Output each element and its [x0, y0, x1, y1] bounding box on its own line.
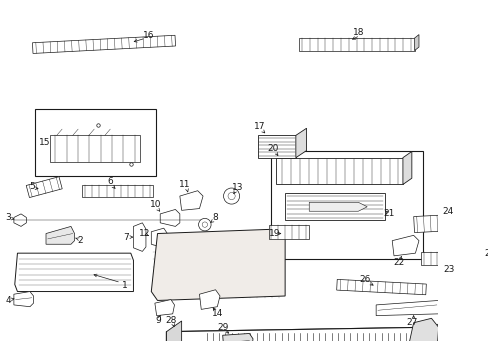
Text: 4: 4: [6, 296, 11, 305]
Text: 9: 9: [155, 316, 161, 325]
Text: 23: 23: [443, 265, 454, 274]
Text: 17: 17: [254, 122, 265, 131]
Polygon shape: [50, 135, 140, 162]
Text: 22: 22: [393, 258, 404, 267]
Polygon shape: [180, 191, 203, 210]
Polygon shape: [133, 223, 145, 251]
Text: 6: 6: [107, 177, 113, 186]
Text: 18: 18: [352, 28, 363, 37]
Text: 1: 1: [122, 281, 127, 290]
Text: 12: 12: [138, 229, 149, 238]
Polygon shape: [413, 213, 480, 233]
Polygon shape: [308, 202, 366, 211]
Polygon shape: [375, 301, 441, 316]
Text: 25: 25: [484, 249, 488, 258]
Polygon shape: [391, 235, 418, 256]
Text: 10: 10: [150, 201, 161, 210]
Polygon shape: [433, 318, 445, 360]
Polygon shape: [81, 185, 153, 197]
Polygon shape: [14, 292, 34, 307]
Polygon shape: [474, 226, 488, 251]
Polygon shape: [14, 214, 26, 226]
Text: 27: 27: [406, 318, 417, 327]
Polygon shape: [276, 158, 402, 184]
Circle shape: [198, 219, 211, 231]
Polygon shape: [402, 152, 411, 184]
Polygon shape: [166, 327, 433, 360]
Polygon shape: [258, 135, 295, 158]
Polygon shape: [46, 226, 74, 244]
Bar: [35, 109, 156, 176]
Text: 11: 11: [178, 180, 190, 189]
Text: 2: 2: [77, 236, 82, 245]
Polygon shape: [26, 177, 62, 198]
Polygon shape: [160, 210, 180, 226]
Text: 13: 13: [232, 183, 243, 192]
Polygon shape: [285, 193, 384, 220]
Circle shape: [223, 188, 239, 204]
Text: 19: 19: [268, 229, 280, 238]
Polygon shape: [151, 228, 167, 248]
Text: 8: 8: [212, 213, 218, 222]
Circle shape: [227, 193, 235, 200]
Polygon shape: [15, 253, 133, 292]
Polygon shape: [151, 229, 285, 301]
Text: 21: 21: [383, 210, 394, 219]
Polygon shape: [298, 38, 414, 51]
Polygon shape: [336, 279, 426, 295]
Polygon shape: [420, 252, 473, 265]
Polygon shape: [295, 128, 306, 158]
Text: 7: 7: [123, 234, 129, 243]
Polygon shape: [199, 290, 220, 309]
Polygon shape: [414, 35, 418, 51]
Polygon shape: [166, 321, 181, 360]
Polygon shape: [155, 300, 174, 316]
Text: 16: 16: [142, 31, 154, 40]
Polygon shape: [32, 35, 175, 53]
Text: 29: 29: [217, 323, 228, 332]
Polygon shape: [268, 225, 308, 239]
Bar: [270, 152, 422, 258]
Text: 15: 15: [39, 138, 50, 147]
Text: 5: 5: [29, 182, 35, 191]
Polygon shape: [407, 318, 438, 359]
Polygon shape: [222, 333, 252, 357]
Text: 26: 26: [359, 275, 370, 284]
Text: 14: 14: [211, 309, 223, 318]
Text: 3: 3: [6, 213, 11, 222]
Text: 24: 24: [441, 207, 452, 216]
Text: 20: 20: [267, 144, 279, 153]
Polygon shape: [166, 327, 433, 360]
Text: 28: 28: [165, 316, 176, 325]
Circle shape: [202, 222, 207, 227]
